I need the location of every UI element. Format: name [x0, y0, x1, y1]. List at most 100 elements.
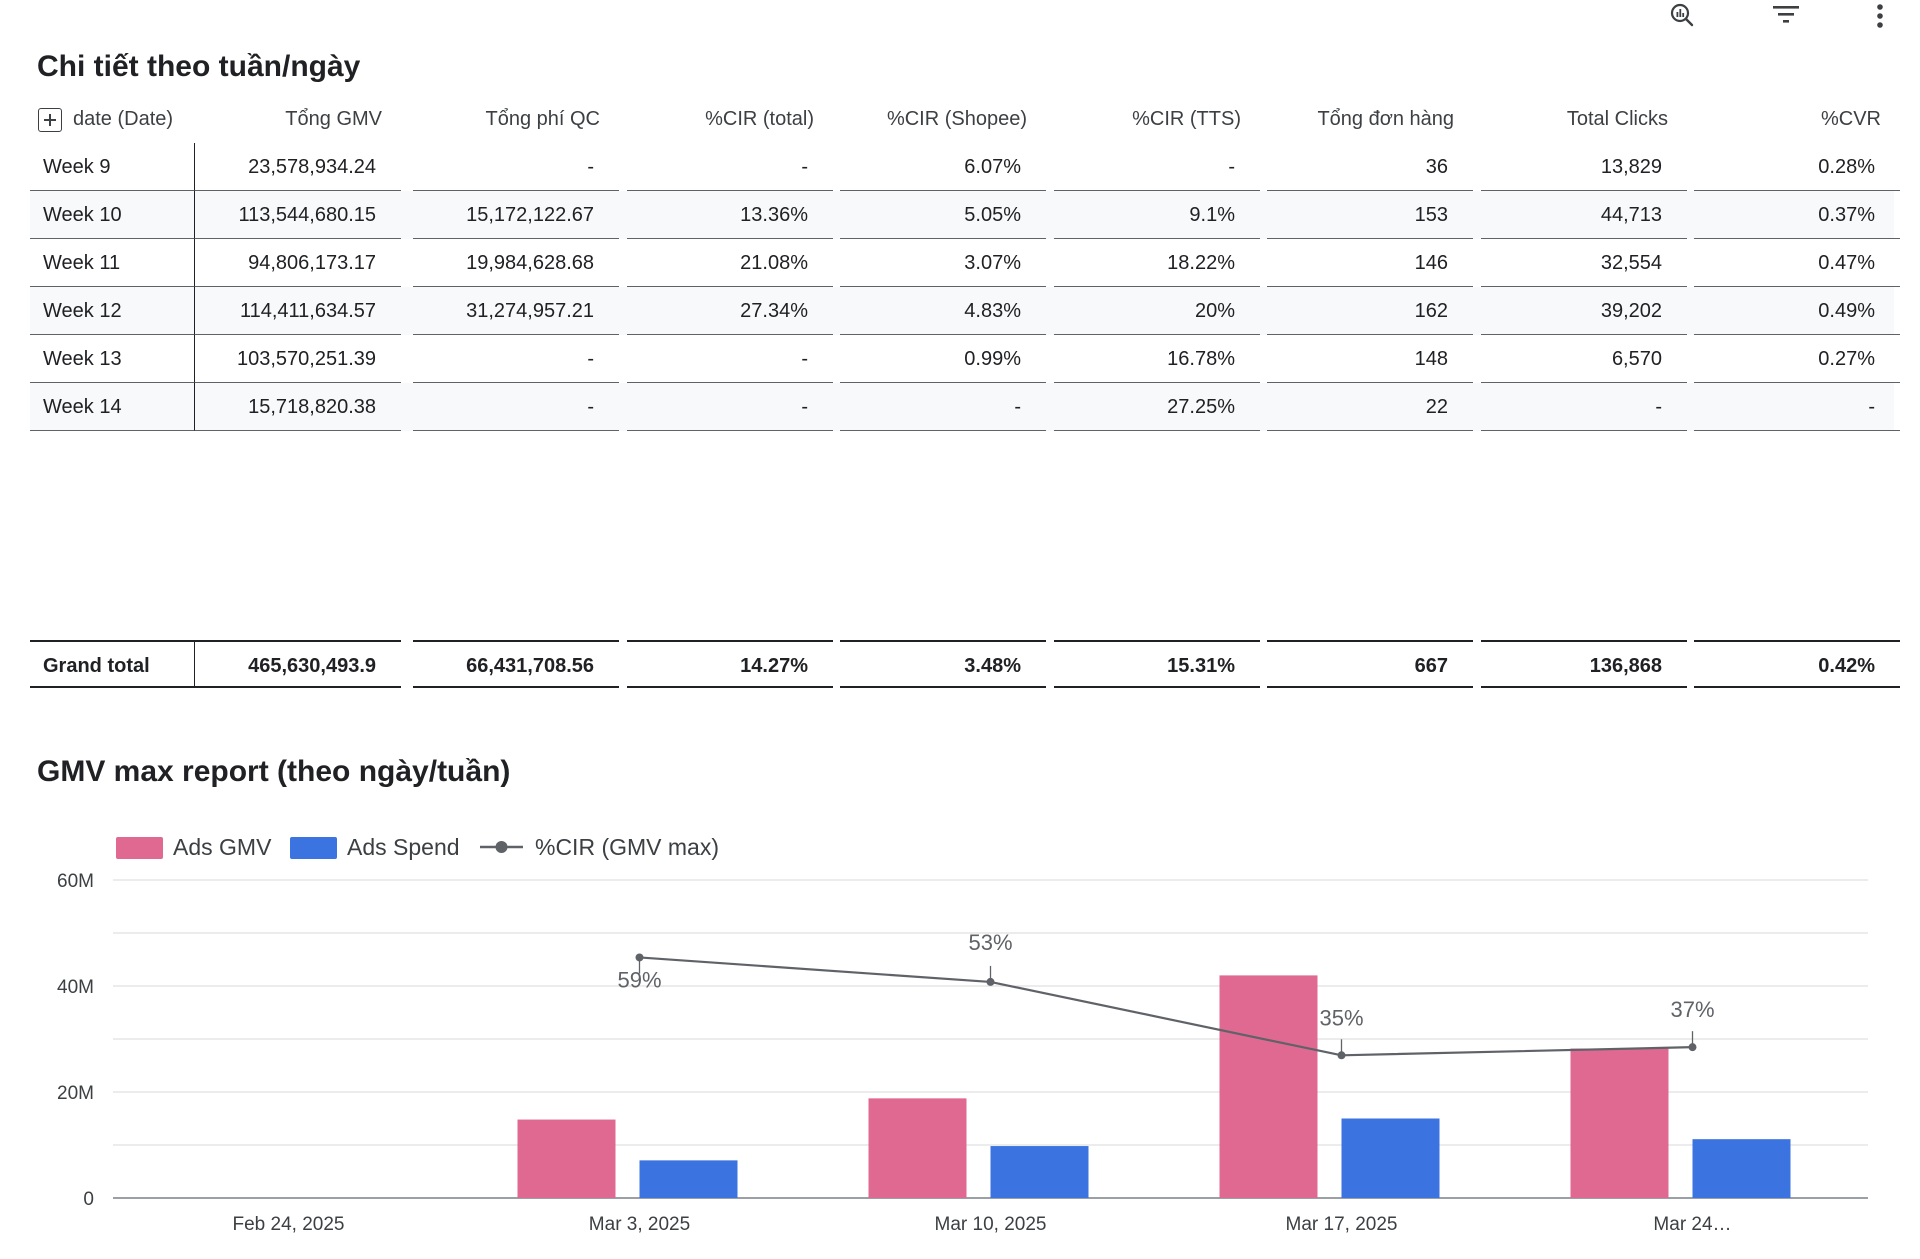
cell-cir-total: 27.34%	[627, 287, 833, 335]
y-tick-label: 20M	[57, 1083, 94, 1104]
cell-cvr: -	[1694, 383, 1900, 431]
cell-total-clicks: 44,713	[1481, 191, 1687, 239]
table-header: date (Date) Tổng GMV Tổng phí QC %CIR (t…	[30, 100, 1894, 144]
cell-total-clicks: 6,570	[1481, 335, 1687, 383]
cell-tong-gmv: 15,718,820.38	[195, 383, 401, 431]
cell-date: Week 9	[30, 143, 195, 191]
total-tong-phi-qc: 66,431,708.56	[413, 640, 619, 688]
bar-ads-spend	[639, 1160, 738, 1198]
cell-date: Week 14	[30, 383, 195, 431]
legend-swatch	[116, 837, 163, 859]
cell-cir-tts: 9.1%	[1054, 191, 1260, 239]
cell-cir-tts: 16.78%	[1054, 335, 1260, 383]
x-tick-label: Mar 3, 2025	[589, 1214, 690, 1235]
cir-point	[986, 977, 995, 986]
cell-cir-total: -	[627, 335, 833, 383]
chart-plot: 0 20M 40M 60M Feb 24, 2025 Mar 3, 2025 Mar 10,…	[57, 871, 1868, 1235]
header-date[interactable]: date (Date)	[30, 100, 195, 144]
header-tong-gmv[interactable]: Tổng GMV	[285, 108, 382, 130]
header-total-clicks[interactable]: Total Clicks	[1566, 108, 1668, 130]
header-cvr[interactable]: %CVR	[1820, 108, 1881, 130]
table-row[interactable]: Week 13 103,570,251.39- -0.99% 16.78% 148 6,5…	[30, 335, 1900, 383]
header-tong-phi-qc[interactable]: Tổng phí QC	[485, 108, 600, 130]
cell-tong-don-hang: 36	[1267, 143, 1473, 191]
bar-ads-spend	[990, 1146, 1089, 1198]
cell-cir-total: 21.08%	[627, 239, 833, 287]
total-cvr: 0.42%	[1694, 640, 1900, 688]
cell-tong-gmv: 103,570,251.39	[195, 335, 401, 383]
legend-ads-spend[interactable]: Ads Spend	[290, 832, 480, 862]
filter-icon[interactable]	[1766, 0, 1806, 30]
cell-cvr: 0.28%	[1694, 143, 1900, 191]
cell-date: Week 10	[30, 191, 195, 239]
cell-tong-phi-qc: 31,274,957.21	[413, 287, 619, 335]
more-vert-icon[interactable]	[1860, 0, 1900, 30]
x-tick-label: Mar 10, 2025	[935, 1214, 1047, 1235]
cell-tong-gmv: 94,806,173.17	[195, 239, 401, 287]
cell-date: Week 12	[30, 287, 195, 335]
bar-ads-gmv	[868, 1098, 967, 1198]
cell-cir-shopee: 5.05%	[840, 191, 1046, 239]
bar-ads-spend	[1692, 1139, 1791, 1198]
header-cir-tts[interactable]: %CIR (TTS)	[1132, 108, 1241, 130]
cell-tong-gmv: 23,578,934.24	[195, 143, 401, 191]
table-row[interactable]: Week 14 15,718,820.38- - -27.25% 22- -	[30, 383, 1900, 431]
total-total-clicks: 136,868	[1481, 640, 1687, 688]
legend-cir-gmv-max[interactable]: %CIR (GMV max)	[478, 832, 738, 862]
cell-tong-phi-qc: 19,984,628.68	[413, 239, 619, 287]
chart-toolbar	[1620, 0, 1920, 30]
total-tong-gmv: 465,630,493.9	[195, 640, 401, 688]
cell-cir-total: -	[627, 143, 833, 191]
table-title: Chi tiết theo tuần/ngày	[37, 50, 361, 83]
cell-tong-don-hang: 148	[1267, 335, 1473, 383]
cell-tong-phi-qc: -	[413, 383, 619, 431]
cir-data-label: 35%	[1319, 1005, 1363, 1030]
cell-cir-shopee: 3.07%	[840, 239, 1046, 287]
cell-total-clicks: -	[1481, 383, 1687, 431]
gmv-max-chart: Ads GMV Ads Spend %CIR (GMV max) 0 20M 40M…	[0, 780, 1920, 1259]
x-tick-label: Mar 17, 2025	[1286, 1214, 1398, 1235]
cell-tong-don-hang: 153	[1267, 191, 1473, 239]
cir-data-label: 59%	[617, 967, 661, 992]
cell-cvr: 0.37%	[1694, 191, 1900, 239]
total-cir-tts: 15.31%	[1054, 640, 1260, 688]
cell-tong-don-hang: 22	[1267, 383, 1473, 431]
bar-ads-spend	[1341, 1118, 1440, 1198]
insights-icon[interactable]	[1662, 0, 1702, 30]
total-cir-total: 14.27%	[627, 640, 833, 688]
y-tick-label: 0	[83, 1189, 94, 1210]
cell-cvr: 0.27%	[1694, 335, 1900, 383]
chart-title: GMV max report (theo ngày/tuần)	[37, 755, 511, 788]
cell-total-clicks: 32,554	[1481, 239, 1687, 287]
cell-cir-shopee: 6.07%	[840, 143, 1046, 191]
bar-ads-gmv	[517, 1119, 616, 1198]
table-row[interactable]: Week 9 23,578,934.24- -6.07% -36 13,829 0.28%	[30, 143, 1900, 191]
y-tick-label: 40M	[57, 977, 94, 998]
header-cir-shopee[interactable]: %CIR (Shopee)	[886, 108, 1027, 130]
cell-total-clicks: 39,202	[1481, 287, 1687, 335]
legend-ads-gmv[interactable]: Ads GMV	[116, 832, 291, 862]
cell-cir-total: -	[627, 383, 833, 431]
header-tong-don-hang[interactable]: Tổng đơn hàng	[1317, 108, 1454, 130]
table-row[interactable]: Week 12 114,411,634.57 31,274,957.21 27.34%…	[30, 287, 1900, 335]
table-row[interactable]: Week 10 113,544,680.15 15,172,122.67 13.36%…	[30, 191, 1900, 239]
cell-cir-tts: 20%	[1054, 287, 1260, 335]
weekly-detail-table: date (Date) Tổng GMV Tổng phí QC %CIR (t…	[30, 100, 1900, 690]
cell-date: Week 11	[30, 239, 195, 287]
cir-data-label: 37%	[1670, 997, 1714, 1022]
expand-icon[interactable]	[38, 108, 62, 132]
total-cir-shopee: 3.48%	[840, 640, 1046, 688]
table-row[interactable]: Week 11 94,806,173.17 19,984,628.68 21.08% 3…	[30, 239, 1900, 287]
legend-line-icon	[480, 841, 523, 853]
cell-cir-tts: -	[1054, 143, 1260, 191]
cell-cir-tts: 27.25%	[1054, 383, 1260, 431]
cell-tong-gmv: 113,544,680.15	[195, 191, 401, 239]
header-cir-total[interactable]: %CIR (total)	[705, 108, 814, 130]
cell-cvr: 0.47%	[1694, 239, 1900, 287]
cell-tong-don-hang: 146	[1267, 239, 1473, 287]
x-tick-label: Mar 24…	[1653, 1214, 1731, 1235]
total-tong-don-hang: 667	[1267, 640, 1473, 688]
y-tick-label: 60M	[57, 871, 94, 892]
cir-data-label: 53%	[968, 930, 1012, 955]
cell-date: Week 13	[30, 335, 195, 383]
